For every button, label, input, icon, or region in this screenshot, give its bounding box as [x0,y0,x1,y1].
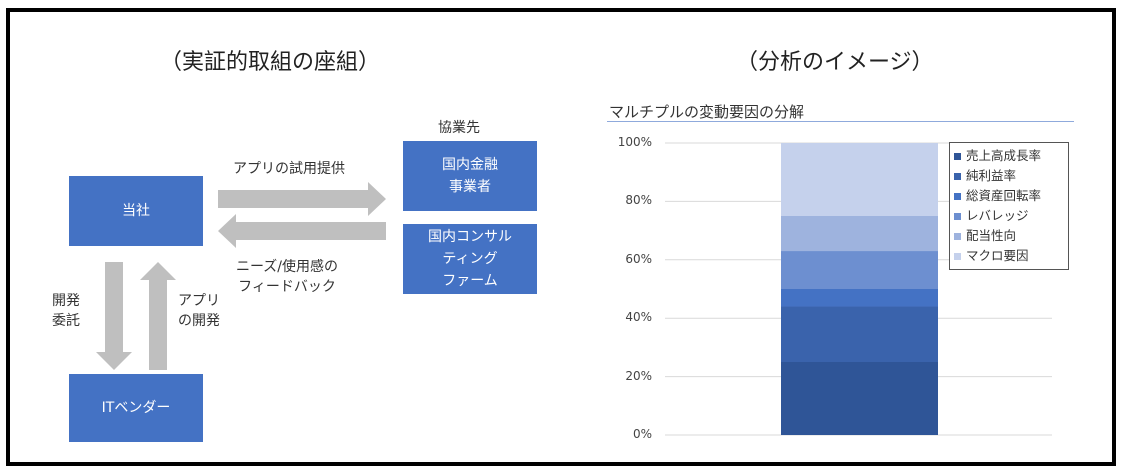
legend-label: レバレッジ [966,208,1029,223]
outsource-label: 開発 委託 [52,293,80,329]
company-box: 当社 [69,176,203,246]
diagram-heading: （実証的取組の座組） [160,50,381,75]
bar-segment [781,362,938,435]
y-tick-label: 0% [632,427,652,441]
y-tick-label: 60% [625,251,652,266]
chart-title: マルチプルの変動要因の分解 [609,103,805,121]
legend-label: 総資産回転率 [966,188,1042,203]
develop-label: アプリ の開発 [178,293,220,329]
develop-arrow [140,262,176,370]
legend-item: 配当性向 [954,226,1064,246]
legend-label: 純利益率 [966,168,1017,183]
legend-item: 売上高成長率 [954,146,1064,166]
legend-label: マクロ要因 [966,248,1029,263]
legend-label: 売上高成長率 [966,148,1042,163]
bar-segment [781,289,938,307]
partner-consulting-box: 国内コンサル ティング ファーム [403,224,537,294]
legend-item: 純利益率 [954,166,1064,186]
partner-label: 協業先 [438,120,480,136]
y-tick-label: 40% [625,310,652,325]
legend-swatch [954,172,961,180]
bar-segment [781,306,938,362]
trial-arrow [218,182,386,216]
legend-item: レバレッジ [954,206,1064,226]
bar-segment [781,143,938,216]
y-tick-label: 20% [625,368,652,383]
y-tick-label: 80% [625,193,652,208]
legend-swatch [954,252,961,260]
chart-legend: 売上高成長率 純利益率総資産回転率 レバレッジ配当性向マクロ要因 [949,142,1069,270]
partner-finance-box: 国内金融 事業者 [403,141,537,211]
y-tick-label: 100% [617,135,652,149]
analysis-heading: （分析のイメージ） [736,50,934,75]
chart-title-underline [607,121,1074,122]
trial-label: アプリの試用提供 [233,161,345,177]
feedback-label: ニーズ/使用感の フィードバック [236,259,339,295]
legend-swatch [954,232,961,240]
legend-swatch [954,192,961,200]
legend-label: 配当性向 [966,228,1017,243]
outsource-arrow [96,262,132,370]
legend-swatch [954,152,961,160]
it-vendor-box: ITベンダー [69,374,203,442]
bar-segment [781,251,938,289]
legend-item: マクロ要因 [954,246,1064,266]
bar-segment [781,216,938,252]
legend-item: 総資産回転率 [954,186,1064,206]
feedback-arrow [218,214,386,248]
legend-swatch [954,212,961,220]
